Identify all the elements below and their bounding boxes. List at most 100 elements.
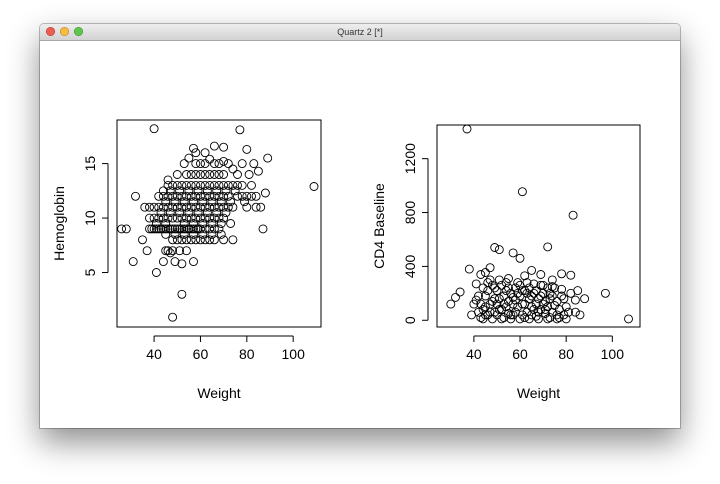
data-point bbox=[186, 224, 196, 234]
data-point bbox=[145, 213, 154, 223]
data-point bbox=[163, 224, 173, 234]
data-point bbox=[522, 288, 532, 298]
zoom-button[interactable] bbox=[74, 27, 83, 36]
data-point bbox=[189, 229, 198, 239]
data-point bbox=[219, 142, 229, 152]
data-point bbox=[520, 286, 530, 296]
data-point bbox=[172, 224, 182, 234]
data-point bbox=[161, 197, 171, 207]
data-point bbox=[191, 235, 201, 245]
data-point bbox=[196, 235, 205, 245]
data-point bbox=[515, 253, 525, 263]
data-point bbox=[557, 269, 567, 279]
data-point bbox=[478, 283, 488, 293]
data-point bbox=[476, 299, 486, 309]
data-point bbox=[177, 224, 187, 234]
plot-canvas: 40 60 80 100 5 10 15 Weight Hemoglobin 40 60 80… bbox=[40, 41, 680, 432]
data-point bbox=[202, 208, 212, 218]
data-point bbox=[522, 278, 532, 288]
data-point bbox=[538, 280, 548, 290]
data-point bbox=[142, 246, 152, 256]
data-point bbox=[172, 191, 182, 201]
data-point bbox=[189, 219, 198, 228]
data-point bbox=[540, 305, 550, 314]
data-point bbox=[149, 202, 159, 212]
data-point bbox=[168, 213, 178, 223]
data-point bbox=[226, 197, 236, 207]
data-point bbox=[177, 259, 187, 269]
data-point bbox=[487, 280, 497, 290]
data-point bbox=[177, 191, 187, 201]
data-point bbox=[165, 186, 175, 196]
data-point bbox=[151, 224, 161, 234]
data-point bbox=[228, 164, 238, 174]
minimize-button[interactable] bbox=[60, 27, 69, 36]
data-point bbox=[154, 224, 164, 234]
data-point bbox=[552, 314, 562, 324]
data-point bbox=[154, 191, 164, 201]
titlebar[interactable]: Quartz 2 [*] bbox=[40, 24, 680, 41]
data-point bbox=[216, 197, 226, 207]
data-point bbox=[154, 202, 164, 212]
data-point bbox=[520, 271, 530, 281]
data-point bbox=[543, 242, 553, 252]
data-point bbox=[258, 224, 268, 234]
data-point bbox=[536, 291, 546, 301]
data-point bbox=[566, 270, 576, 280]
data-point bbox=[230, 186, 240, 196]
data-point bbox=[177, 213, 187, 223]
data-point bbox=[497, 305, 507, 314]
data-point bbox=[251, 202, 261, 212]
data-point bbox=[184, 208, 194, 218]
data-point bbox=[154, 213, 164, 223]
data-point bbox=[179, 197, 189, 207]
data-point bbox=[527, 265, 537, 275]
data-point bbox=[182, 246, 191, 256]
data-point bbox=[175, 246, 185, 256]
data-point bbox=[570, 307, 580, 317]
data-point bbox=[480, 268, 490, 277]
x-axis: 40 60 80 100 bbox=[466, 335, 625, 362]
data-point bbox=[209, 170, 219, 179]
data-point bbox=[494, 245, 504, 255]
data-point bbox=[209, 159, 219, 169]
data-point bbox=[196, 191, 205, 201]
data-point bbox=[214, 202, 224, 212]
data-point bbox=[182, 224, 191, 234]
x-tick-label: 100 bbox=[601, 346, 625, 362]
y-tick-label: 1200 bbox=[402, 143, 418, 174]
data-point bbox=[158, 191, 168, 201]
data-point bbox=[214, 224, 224, 234]
data-point bbox=[196, 159, 205, 169]
data-point bbox=[540, 309, 550, 318]
data-point bbox=[196, 180, 205, 190]
data-point bbox=[205, 180, 215, 190]
y-tick-label: 400 bbox=[402, 255, 418, 279]
data-point bbox=[557, 291, 567, 301]
data-point bbox=[172, 180, 182, 190]
data-point bbox=[209, 213, 219, 223]
data-point bbox=[545, 288, 555, 298]
data-point bbox=[198, 219, 208, 228]
data-point bbox=[223, 180, 233, 190]
data-point bbox=[170, 257, 180, 267]
data-point bbox=[205, 202, 215, 212]
plot-box bbox=[116, 119, 322, 328]
data-point bbox=[179, 219, 189, 228]
data-point bbox=[175, 186, 185, 196]
data-point bbox=[209, 224, 219, 234]
data-point bbox=[504, 309, 513, 318]
y-axis: 0 400 800 1200 bbox=[402, 143, 429, 324]
data-point bbox=[451, 292, 460, 302]
data-point bbox=[219, 213, 229, 223]
data-point bbox=[186, 170, 196, 179]
data-point bbox=[156, 224, 166, 234]
data-point bbox=[193, 224, 203, 234]
data-point bbox=[524, 294, 534, 304]
data-point bbox=[228, 202, 238, 212]
data-point bbox=[219, 170, 229, 179]
data-point bbox=[191, 148, 201, 158]
data-point bbox=[200, 202, 210, 212]
close-button[interactable] bbox=[46, 27, 55, 36]
data-point bbox=[186, 180, 196, 190]
